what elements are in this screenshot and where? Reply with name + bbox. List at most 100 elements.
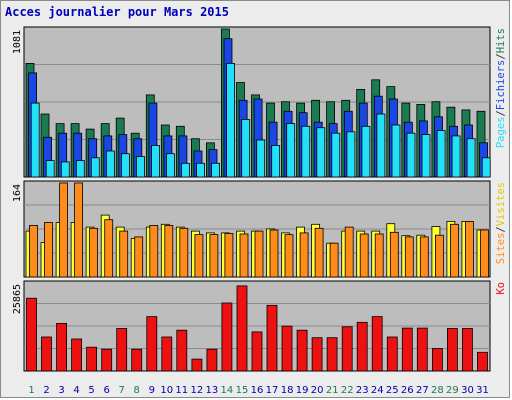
bar-sites-day-26 <box>404 236 414 278</box>
day-label-30: 30 <box>461 385 474 396</box>
bar-ko-day-10 <box>161 336 173 372</box>
bar-ko-day-14 <box>221 302 233 372</box>
bar-pages-day-11 <box>181 162 190 178</box>
bar-ko-day-26 <box>401 327 413 372</box>
panel-visits-sites-legend: Sites/Visites <box>495 182 507 264</box>
day-label-8: 8 <box>134 385 140 396</box>
bar-ko-day-12 <box>191 358 203 372</box>
bar-ko-day-4 <box>71 338 82 372</box>
panel-kbytes-ymax-label: 25865 <box>12 284 23 314</box>
bar-sites-day-27 <box>419 236 429 278</box>
bar-pages-day-3 <box>60 161 70 178</box>
legend-entry: Ko <box>495 282 507 295</box>
bar-ko-day-9 <box>146 316 158 372</box>
bar-ko-day-28 <box>431 348 443 372</box>
panel-kbytes-legend: Ko <box>495 282 507 295</box>
bar-ko-day-8 <box>131 348 143 372</box>
bar-pages-day-25 <box>391 124 401 178</box>
bar-pages-day-30 <box>466 138 476 178</box>
day-label-19: 19 <box>296 385 309 396</box>
day-label-9: 9 <box>149 385 155 396</box>
bar-pages-day-31 <box>481 157 491 178</box>
bar-pages-day-24 <box>376 113 386 178</box>
bar-sites-day-30 <box>464 220 474 278</box>
bar-pages-day-9 <box>151 145 160 178</box>
day-label-16: 16 <box>251 385 264 396</box>
bar-sites-day-9 <box>149 224 159 278</box>
bar-ko-day-2 <box>41 336 52 372</box>
bar-sites-day-5 <box>89 227 98 278</box>
bar-ko-day-31 <box>477 351 488 372</box>
bar-ko-day-3 <box>56 322 67 372</box>
bar-ko-day-22 <box>341 326 353 372</box>
bar-sites-day-29 <box>449 223 459 278</box>
bar-pages-day-8 <box>135 156 145 178</box>
bar-ko-day-5 <box>86 346 97 372</box>
bar-pages-day-15 <box>241 119 251 178</box>
legend-entry: Fichiers <box>495 60 507 111</box>
day-label-25: 25 <box>386 385 399 396</box>
day-label-11: 11 <box>175 385 188 396</box>
day-label-31: 31 <box>476 385 489 396</box>
chart-title: Acces journalier pour Mars 2015 <box>5 5 229 19</box>
bar-ko-day-19 <box>296 329 308 372</box>
bar-pages-day-6 <box>106 150 115 178</box>
day-label-27: 27 <box>416 385 429 396</box>
legend-entry: Sites <box>495 233 507 265</box>
day-label-21: 21 <box>326 385 339 396</box>
bar-ko-day-20 <box>311 337 323 372</box>
day-label-18: 18 <box>281 385 294 396</box>
bar-ko-day-27 <box>416 327 428 372</box>
bar-pages-day-4 <box>75 160 85 178</box>
bar-sites-day-23 <box>359 233 369 278</box>
bar-pages-day-20 <box>316 127 326 178</box>
bar-sites-day-25 <box>389 231 399 278</box>
bar-ko-day-18 <box>281 325 293 372</box>
bar-pages-day-16 <box>256 139 266 178</box>
day-label-2: 2 <box>43 385 49 396</box>
bar-pages-day-23 <box>361 125 371 178</box>
day-label-4: 4 <box>73 385 79 396</box>
day-label-23: 23 <box>356 385 369 396</box>
bar-sites-day-10 <box>164 224 174 278</box>
bar-sites-day-28 <box>434 234 444 278</box>
bar-ko-day-16 <box>251 331 263 372</box>
bar-ko-day-7 <box>116 328 128 372</box>
day-label-28: 28 <box>431 385 444 396</box>
bar-ko-day-29 <box>446 328 458 372</box>
bar-pages-day-12 <box>196 162 206 178</box>
bar-pages-day-26 <box>406 132 416 178</box>
day-label-26: 26 <box>401 385 414 396</box>
bar-ko-day-23 <box>356 321 368 372</box>
day-label-13: 13 <box>206 385 219 396</box>
bar-sites-day-15 <box>239 233 249 278</box>
bar-ko-day-1 <box>26 297 37 372</box>
bar-ko-day-17 <box>266 304 278 372</box>
bar-sites-day-1 <box>29 224 38 278</box>
bar-ko-day-25 <box>386 336 398 372</box>
bar-pages-day-13 <box>211 162 221 178</box>
bar-sites-day-14 <box>224 232 234 278</box>
bar-sites-day-12 <box>194 234 204 278</box>
bar-pages-day-7 <box>121 153 130 178</box>
day-label-6: 6 <box>104 385 110 396</box>
legend-entry: / <box>495 53 507 59</box>
bar-pages-day-1 <box>30 102 40 178</box>
bar-sites-day-21 <box>329 242 339 278</box>
legend-entry: Pages <box>495 117 507 149</box>
panel-hits-files-pages-ymax-label: 1081 <box>12 30 23 54</box>
bar-pages-day-27 <box>421 134 431 178</box>
day-label-17: 17 <box>266 385 279 396</box>
bar-ko-day-21 <box>326 337 338 372</box>
bar-sites-day-7 <box>119 230 129 278</box>
day-label-20: 20 <box>311 385 324 396</box>
bar-ko-day-11 <box>176 329 188 372</box>
bar-sites-day-18 <box>284 234 294 278</box>
day-label-5: 5 <box>88 385 94 396</box>
legend-entry: / <box>495 110 507 116</box>
bar-ko-day-15 <box>236 285 248 372</box>
bar-sites-day-22 <box>344 226 354 278</box>
bar-sites-day-13 <box>209 234 219 278</box>
day-label-12: 12 <box>191 385 204 396</box>
bar-sites-day-4 <box>74 182 83 278</box>
